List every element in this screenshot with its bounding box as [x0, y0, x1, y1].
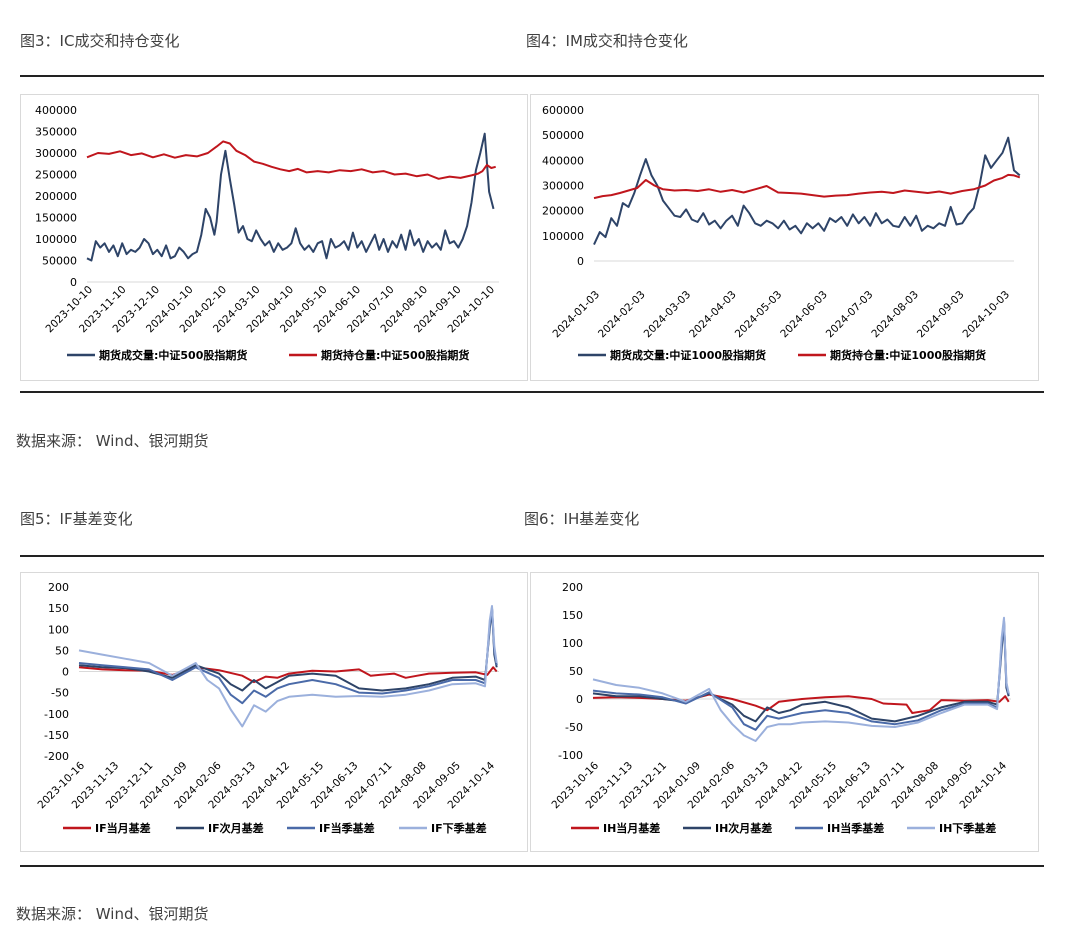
y-tick-label: 100 — [48, 623, 69, 636]
series-line-3 — [78, 607, 498, 705]
series-line-1 — [86, 132, 495, 262]
legend-label: 期货成交量:中证500股指期货 — [99, 348, 247, 362]
ic-volume-open-interest-chart: 400000 350000 300000 250000 200000 150000 1000… — [35, 104, 499, 362]
legend-label: IH下季基差 — [939, 821, 996, 835]
figure-5-title: 图5：IF基差变化 — [20, 510, 133, 528]
legend-label: IH当季基差 — [827, 821, 884, 835]
y-tick-label: 250000 — [35, 169, 77, 182]
x-tick-label: 2024-10-03 — [960, 289, 1012, 341]
y-tick-label: 400000 — [35, 104, 77, 117]
data-source-bottom: 数据来源： Wind、银河期货 — [16, 905, 209, 923]
y-tick-label: -200 — [44, 750, 69, 763]
y-tick-label: 100 — [562, 637, 583, 650]
series-line-2 — [593, 173, 1021, 200]
y-tick-label: -100 — [558, 749, 583, 762]
x-tick-label: 2024-03-03 — [642, 289, 694, 341]
series-line-3 — [592, 619, 1010, 731]
y-tick-label: 0 — [576, 693, 583, 706]
y-tick-label: 200 — [562, 581, 583, 594]
top-divider — [20, 75, 1044, 77]
if-basis-chart: 200150100500-50-100-150-2002023-10-16202… — [35, 581, 499, 835]
series-line-1 — [593, 136, 1021, 246]
x-tick-label: 2024-09-03 — [915, 289, 967, 341]
legend-label: IF次月基差 — [208, 821, 264, 835]
x-tick-label: 2024-01-03 — [550, 289, 602, 341]
figure-4-title: 图4：IM成交和持仓变化 — [526, 32, 688, 50]
y-tick-label: 400000 — [542, 154, 584, 167]
series-line-2 — [78, 607, 498, 692]
x-tick-label: 2024-04-03 — [687, 289, 739, 341]
y-tick-label: 100000 — [542, 230, 584, 243]
x-tick-label: 2024-02-03 — [596, 289, 648, 341]
legend-label: IF当月基差 — [95, 821, 151, 835]
middle-divider — [20, 555, 1044, 557]
y-tick-label: 50 — [569, 665, 583, 678]
ic-chart-panel: 400000 350000 300000 250000 200000 150000 1000… — [20, 94, 528, 381]
y-tick-label: 150000 — [35, 212, 77, 225]
y-tick-label: 200 — [48, 581, 69, 594]
ih-basis-chart: 200150100500-50-1002023-10-162023-11-132… — [549, 581, 1011, 835]
if-basis-chart-panel: 200 150 100 50 0 -50 -100 -150 -200 2023-10-16 202… — [20, 572, 528, 852]
y-tick-label: 300000 — [542, 180, 584, 193]
y-tick-label: 500000 — [542, 129, 584, 142]
legend-label: IH次月基差 — [715, 821, 772, 835]
y-tick-label: 600000 — [542, 104, 584, 117]
y-tick-label: -100 — [44, 708, 69, 721]
series-line-2 — [592, 619, 1010, 723]
bottom-divider — [20, 865, 1044, 867]
figure-6-title: 图6：IH基差变化 — [524, 510, 640, 528]
series-line-2 — [86, 140, 496, 180]
y-tick-label: 150 — [48, 602, 69, 615]
y-tick-label: 50 — [55, 644, 69, 657]
data-source-top: 数据来源： Wind、银河期货 — [16, 432, 209, 450]
y-tick-label: 300000 — [35, 147, 77, 160]
y-tick-label: 150 — [562, 609, 583, 622]
y-tick-label: 50000 — [42, 255, 77, 268]
top-bottom-divider — [20, 391, 1044, 393]
y-tick-label: 0 — [577, 255, 584, 268]
y-tick-label: 200000 — [35, 190, 77, 203]
y-tick-label: 0 — [62, 666, 69, 679]
x-tick-label: 2024-06-03 — [778, 289, 830, 341]
im-chart-panel: 600000 500000 400000 300000 200000 100000 0 202… — [530, 94, 1039, 381]
x-tick-label: 2024-07-03 — [824, 289, 876, 341]
y-tick-label: 200000 — [542, 205, 584, 218]
legend-label: IH当月基差 — [603, 821, 660, 835]
y-tick-label: -150 — [44, 729, 69, 742]
legend-label: IF当季基差 — [319, 821, 375, 835]
figure-3-title: 图3：IC成交和持仓变化 — [20, 32, 180, 50]
ih-basis-chart-panel: 200 150 100 50 0 -50 -100 2023-10-16 2023-11-13 2… — [530, 572, 1039, 852]
y-tick-label: -50 — [565, 721, 583, 734]
series-line-4 — [78, 605, 498, 728]
y-tick-label: 100000 — [35, 233, 77, 246]
legend-label: 期货成交量:中证1000股指期货 — [610, 348, 766, 362]
y-tick-label: 350000 — [35, 126, 77, 139]
y-tick-label: 0 — [70, 276, 77, 289]
legend-label: 期货持仓量:中证1000股指期货 — [830, 348, 986, 362]
x-tick-label: 2024-08-03 — [869, 289, 921, 341]
x-tick-label: 2024-05-03 — [733, 289, 785, 341]
legend-label: 期货持仓量:中证500股指期货 — [321, 348, 469, 362]
im-volume-open-interest-chart: 600000 500000 400000 300000 200000 100000 0 202… — [542, 104, 1021, 362]
series-line-4 — [592, 616, 1010, 742]
y-tick-label: -50 — [51, 687, 69, 700]
legend-label: IF下季基差 — [431, 821, 487, 835]
